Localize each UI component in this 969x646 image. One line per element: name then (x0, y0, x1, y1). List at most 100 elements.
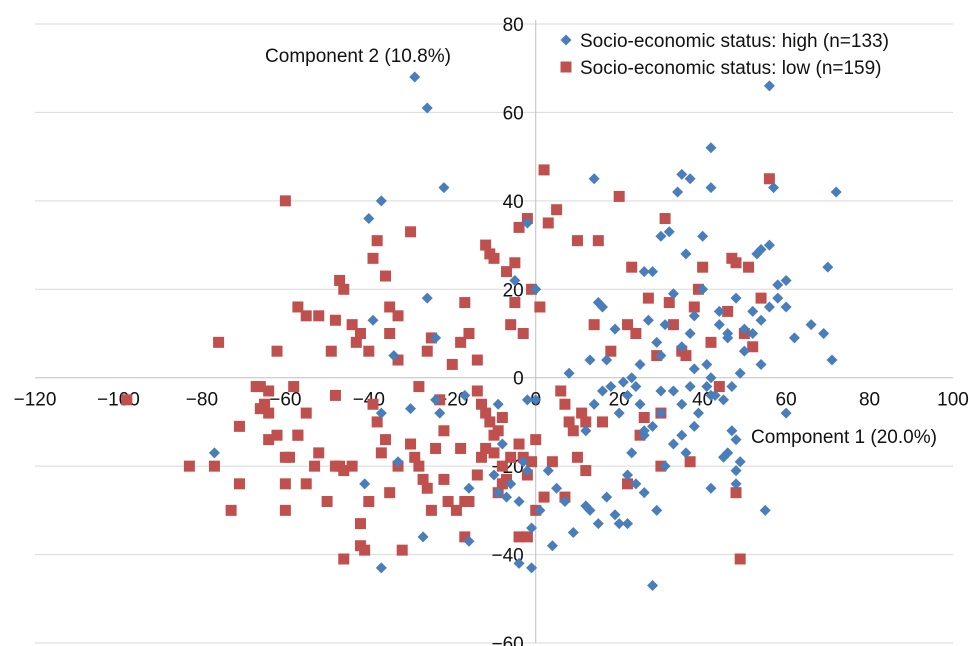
high-status-point (530, 283, 542, 295)
high-status-point (680, 447, 692, 459)
low-status-point (513, 221, 525, 233)
high-status-point (509, 274, 521, 286)
x-tick-label: −80 (186, 390, 218, 411)
y-tick-label: 80 (503, 15, 524, 36)
high-status-point (634, 358, 646, 370)
low-status-point (734, 553, 746, 565)
high-status-point (630, 478, 642, 490)
low-status-point (363, 345, 375, 357)
high-status-point (676, 168, 688, 180)
high-status-point (375, 407, 387, 419)
legend-square-marker (560, 61, 572, 73)
high-status-point (647, 420, 659, 432)
low-status-point (208, 460, 220, 472)
high-status-point (763, 301, 775, 313)
high-status-point (830, 186, 842, 198)
high-status-point (463, 535, 475, 547)
x-tick-label: −100 (97, 390, 140, 411)
high-status-point (563, 367, 575, 379)
high-status-point (718, 394, 729, 406)
low-status-point (413, 460, 425, 472)
high-status-point (701, 358, 713, 370)
low-status-point (350, 336, 362, 348)
high-status-point (655, 407, 667, 419)
high-status-point (818, 328, 830, 339)
low-status-point (279, 478, 291, 490)
high-status-point (421, 292, 433, 304)
high-status-point (584, 354, 596, 366)
low-status-point (642, 292, 654, 304)
low-status-point (459, 531, 471, 543)
low-status-point (338, 283, 350, 295)
low-status-point (492, 425, 504, 437)
high-status-point (697, 283, 709, 295)
low-status-point (300, 478, 312, 490)
high-status-point (526, 562, 538, 574)
high-status-point (634, 398, 646, 410)
high-status-point (822, 261, 834, 273)
low-status-point (417, 473, 429, 485)
low-status-point (542, 217, 554, 229)
low-status-point (438, 473, 450, 485)
low-status-point (580, 465, 592, 477)
low-status-point (371, 416, 383, 428)
low-status-point (334, 274, 346, 286)
legend-label: Socio-economic status: low (n=159) (580, 58, 882, 79)
high-status-point (713, 305, 725, 317)
high-status-point (705, 482, 717, 494)
high-status-point (647, 266, 659, 278)
low-status-point (367, 252, 379, 264)
high-status-point (730, 465, 742, 477)
high-status-point (647, 580, 659, 592)
high-status-point (747, 328, 759, 339)
low-status-point (329, 314, 341, 326)
low-status-point (338, 465, 350, 477)
low-status-point (580, 416, 592, 428)
low-status-point (300, 407, 312, 419)
high-status-point (609, 509, 621, 521)
high-status-point (592, 518, 604, 530)
low-status-point (563, 416, 575, 428)
low-status-point (613, 190, 625, 202)
low-status-point (413, 381, 425, 393)
low-status-point (121, 394, 133, 406)
low-status-point (183, 460, 195, 472)
high-status-point (517, 456, 529, 468)
high-status-point (567, 526, 579, 538)
high-status-point (375, 562, 387, 574)
high-status-point (655, 350, 667, 362)
high-status-point (492, 487, 504, 499)
high-status-point (684, 328, 696, 339)
low-status-point (380, 434, 392, 446)
high-status-point (434, 407, 446, 419)
low-status-point (233, 478, 245, 490)
high-status-point (430, 394, 442, 406)
y-axis-label: Component 2 (10.8%) (265, 46, 451, 67)
low-status-point (425, 504, 437, 516)
low-status-point (396, 544, 408, 556)
low-status-point (384, 487, 396, 499)
low-status-point (488, 252, 500, 264)
low-status-point (321, 496, 333, 508)
low-status-point (271, 429, 283, 441)
high-status-point (780, 407, 792, 419)
high-status-point (759, 504, 771, 516)
low-status-point (471, 385, 483, 397)
high-status-point (488, 469, 500, 481)
low-status-point (250, 381, 262, 393)
low-status-point (596, 416, 608, 428)
low-status-point (279, 504, 291, 516)
y-tick-label: 0 (513, 369, 524, 390)
high-status-point (659, 319, 671, 331)
y-tick-label: −60 (491, 634, 523, 646)
low-status-point (743, 261, 755, 273)
low-status-point (329, 389, 341, 401)
low-status-point (359, 544, 371, 556)
low-status-point (213, 336, 225, 348)
high-status-point (421, 102, 433, 114)
high-status-point (496, 438, 508, 450)
low-status-point (263, 407, 275, 419)
high-status-point (521, 217, 533, 229)
low-status-point (480, 442, 492, 454)
high-status-point (430, 332, 442, 344)
